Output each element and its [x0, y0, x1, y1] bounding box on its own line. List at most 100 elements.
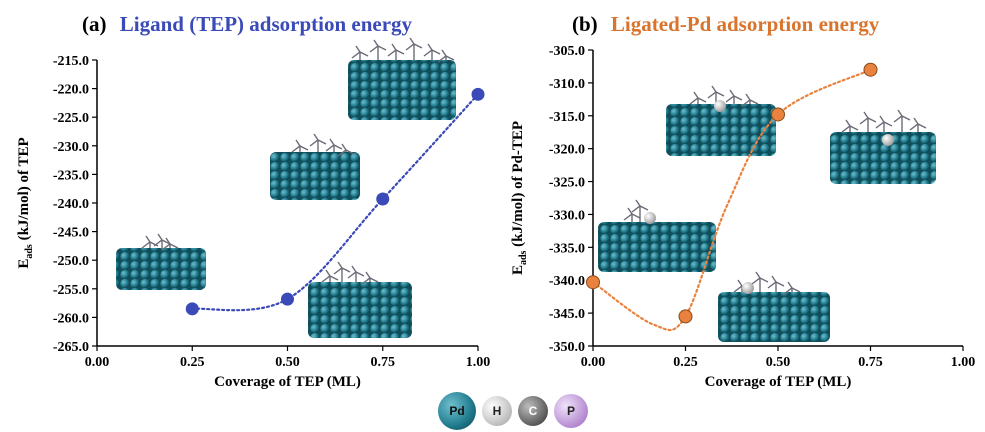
panel-a-molecular-model-2-ligand-3	[361, 271, 379, 285]
panel-a-molecular-model-3-ligand-2	[387, 43, 405, 60]
panel-a-molecular-model-1-ligand-0	[291, 139, 309, 153]
panel-b-ytick-label-9: -350.0	[549, 340, 585, 355]
panel-b-data-point-0	[586, 275, 600, 290]
panel-a-y-axis-label: Eads (kJ/mol) of TEP	[16, 137, 35, 268]
panel-b-title: Ligated-Pd adsorption energy	[610, 12, 880, 36]
panel-a-molecular-model-2-ligand-2	[347, 265, 365, 282]
panel-a-molecular-model-3	[348, 37, 456, 120]
panel-a-molecular-model-3-ligand-4	[423, 43, 441, 60]
c-atom-legend: C	[518, 396, 548, 426]
panel-b-molecular-model-1-surface	[666, 104, 776, 156]
panel-a-ytick-label-10: -265.0	[53, 340, 89, 355]
panel-a-molecular-model-0-ligand-0	[141, 235, 159, 249]
panel-b-ytick-label-0: -305.0	[549, 44, 585, 59]
panel-b-molecular-model-0-ligand-0	[623, 207, 641, 222]
p-atom-legend: P	[554, 394, 588, 428]
panel-b-data-point-1	[678, 309, 693, 324]
panel-a-molecular-model-2-ligand-1	[333, 261, 351, 282]
panel-a-ytick-label-9: -260.0	[53, 311, 89, 326]
panel-b-ytick-label-6: -335.0	[549, 241, 585, 256]
panel-a-molecular-model-3-ligand-0	[351, 45, 369, 60]
panel-b-data-point-2	[771, 107, 785, 122]
panel-b-molecular-model-3-surface	[830, 132, 936, 184]
panel-a-letter: (a)	[82, 12, 107, 36]
panel-b-molecular-model-2-surface	[718, 292, 830, 342]
panel-b-series-line-0	[591, 68, 872, 332]
panel-a-molecular-model-1	[270, 133, 360, 200]
panel-a-series-line-0	[191, 93, 480, 312]
panel-b-molecular-model-0-ligand-1	[631, 199, 649, 222]
panel-a-data-point-3	[471, 87, 485, 101]
panel-a-data-point-1	[281, 292, 294, 306]
panel-a-molecular-model-1-ligand-3	[337, 143, 355, 157]
panel-a-molecular-model-1-ligand-2	[325, 138, 343, 152]
panel-a-molecular-model-3-ligand-1	[369, 39, 387, 60]
panel-b-molecular-model-3-ligand-2	[875, 115, 893, 132]
panel-a-molecular-model-2-ligand-0	[321, 269, 339, 283]
panel-a-title-block: (a) Ligand (TEP) adsorption energy	[82, 12, 412, 37]
pd-atom-legend: Pd	[438, 392, 476, 430]
panel-a-molecular-model-0-surface	[116, 248, 206, 290]
panel-b-data-point-3	[863, 62, 878, 77]
panel-a-title: Ligand (TEP) adsorption energy	[119, 12, 413, 36]
chart-panel-b: -305.0 -310.0 -315.0 -320.0 -325.0 -330.0 -335…	[510, 44, 975, 390]
panel-a-molecular-model-2-surface	[308, 282, 412, 338]
panel-b-molecular-model-3-ligand-4	[909, 117, 927, 132]
panel-b-letter: (b)	[572, 12, 598, 36]
panel-a-ytick-label-4: -235.0	[53, 168, 89, 183]
panel-a-xtick-label-2: 0.50	[275, 355, 300, 370]
panel-b-ytick-label-4: -325.0	[549, 176, 585, 191]
panel-a-x-axis-label: Coverage of TEP (ML)	[214, 374, 361, 390]
panel-b-ytick-label-5: -330.0	[549, 208, 585, 223]
panel-a-ytick-label-3: -230.0	[53, 140, 89, 155]
panel-b-molecular-model-2-ligand-3	[783, 281, 801, 295]
panel-b-molecular-model-0-surface	[598, 222, 716, 272]
panel-b-ytick-label-2: -315.0	[549, 110, 585, 125]
panel-a-molecular-model-0-ligand-1	[153, 233, 171, 248]
panel-b-xtick-label-3: 0.75	[858, 355, 883, 370]
panel-b-molecular-model-3-ligand-1	[859, 111, 877, 132]
panel-b-ytick-label-1: -310.0	[549, 77, 585, 92]
panel-b-ytick-label-7: -340.0	[549, 274, 585, 289]
panel-b-molecular-model-1-pd-adatom	[714, 100, 726, 112]
panel-b-molecular-model-3-ligand-3	[893, 109, 911, 132]
panel-a-xtick-label-3: 0.75	[371, 355, 396, 370]
panel-a-molecular-model-1-surface	[270, 152, 360, 200]
panel-a-molecular-model-3-ligand-3	[405, 37, 423, 60]
panel-b-molecular-model-2-ligand-2	[767, 275, 785, 292]
panel-b-molecular-model-3-pd-adatom	[882, 134, 894, 146]
panel-a-molecular-model-3-ligand-5	[437, 49, 455, 63]
panel-a-ytick-label-7: -250.0	[53, 254, 89, 269]
panel-a-ytick-label-0: -215.0	[53, 54, 89, 69]
panel-a-ytick-label-1: -220.0	[53, 83, 89, 98]
panel-b-xtick-label-2: 0.50	[766, 355, 791, 370]
panel-b-y-axis-label: Eads (kJ/mol) of Pd-TEP	[510, 121, 529, 275]
h-atom-legend: H	[482, 396, 512, 426]
panel-a-molecular-model-2	[308, 261, 412, 338]
panel-b-title-block: (b) Ligated-Pd adsorption energy	[572, 12, 879, 37]
panel-b-molecular-model-2-ligand-1	[751, 271, 769, 292]
panel-a-data-point-2	[376, 192, 390, 206]
panel-b-xtick-label-1: 0.25	[673, 355, 698, 370]
panel-b-molecular-model-1-ligand-2	[725, 89, 743, 104]
panel-b-xtick-label-4: 1.00	[951, 355, 976, 370]
atom-legend: Pd H C P	[438, 392, 588, 430]
panel-b-molecular-model-0-pd-adatom	[644, 212, 656, 224]
panel-b-x-axis-label: Coverage of TEP (ML)	[705, 374, 852, 390]
panel-a-data-point-0	[185, 302, 199, 316]
panel-b-molecular-model-2	[718, 271, 830, 342]
chart-panel-a: -215.0 -220.0 -225.0 -230.0 -235.0 -240.0 -245…	[16, 37, 491, 390]
panel-a-molecular-model-0	[116, 233, 206, 290]
panel-b-ytick-label-3: -320.0	[549, 143, 585, 158]
panel-a-xtick-label-1: 0.25	[180, 355, 205, 370]
panel-b-ytick-label-8: -345.0	[549, 307, 585, 322]
panel-b-molecular-model-0	[598, 199, 716, 272]
panel-b-molecular-model-1-ligand-0	[689, 91, 707, 105]
panel-b-molecular-model-3-ligand-0	[841, 119, 859, 133]
panel-a-xtick-label-4: 1.00	[466, 355, 491, 370]
panel-b-xtick-label-0: 0.00	[581, 355, 606, 370]
panel-b-molecular-model-2-pd-adatom	[742, 282, 754, 294]
panel-a-ytick-label-8: -255.0	[53, 283, 89, 298]
panel-b-molecular-model-3	[830, 109, 936, 184]
